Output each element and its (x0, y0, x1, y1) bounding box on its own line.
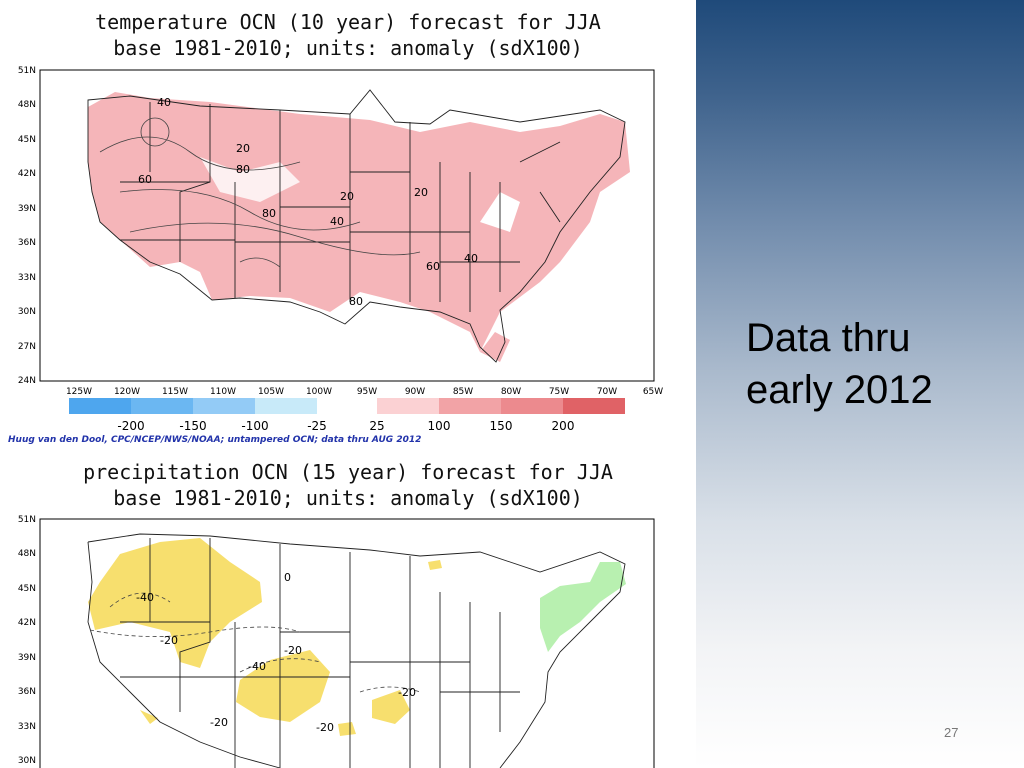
contour-label: 80 (236, 163, 250, 176)
state-borders (87, 89, 626, 363)
contour-label: -40 (136, 591, 154, 604)
contour-label: -20 (210, 716, 228, 729)
lon-label: 115W (162, 387, 188, 397)
lat-label: 48N (18, 549, 36, 559)
legend-label: 25 (369, 419, 384, 433)
legend-label: 150 (490, 419, 513, 433)
lon-label: 85W (453, 387, 473, 397)
contour-label: -20 (284, 644, 302, 657)
lon-label: 80W (501, 387, 521, 397)
lat-label: 27N (18, 342, 36, 352)
caption-line-1: Data thru (746, 316, 911, 360)
contour-label: 80 (349, 295, 363, 308)
contour-label: 0 (284, 571, 291, 584)
lat-label: 24N (18, 376, 36, 386)
lon-label: 105W (258, 387, 284, 397)
temperature-map-title-line2: base 1981-2010; units: anomaly (sdX100) (113, 36, 583, 60)
precip-contour-lines (89, 592, 421, 693)
lat-label: 45N (18, 135, 36, 145)
lon-label: 125W (66, 387, 92, 397)
lat-label: 33N (18, 722, 36, 732)
lon-label: 70W (597, 387, 617, 397)
lat-label: 30N (18, 756, 36, 766)
legend-label: -150 (179, 419, 206, 433)
precipitation-map: 51N 48N 45N 42N 39N 36N 33N 30N -40 -20 … (18, 515, 655, 768)
precip-state-borders (87, 533, 626, 768)
page-number: 27 (944, 725, 959, 740)
lat-label: 42N (18, 618, 36, 628)
precipitation-map-title-line1: precipitation OCN (15 year) forecast for… (83, 460, 613, 484)
legend-label: 200 (552, 419, 575, 433)
legend-labels: -200 -150 -100 -25 25 100 150 200 (117, 419, 574, 433)
contour-label: 20 (340, 190, 354, 203)
precipitation-lat-labels: 51N 48N 45N 42N 39N 36N 33N 30N (18, 515, 36, 766)
lon-label: 75W (549, 387, 569, 397)
contour-label: 60 (426, 260, 440, 273)
legend-label: -25 (307, 419, 327, 433)
wet-anomaly-shading (540, 562, 626, 652)
legend-label: -100 (241, 419, 268, 433)
slide-caption: Data thru early 2012 (746, 312, 933, 416)
contour-lines (99, 117, 421, 268)
temperature-lat-labels: 51N 48N 45N 42N 39N 36N 33N 30N 27N 24N (18, 66, 36, 386)
data-credit: Huug van den Dool, CPC/NCEP/NWS/NOAA; un… (8, 435, 422, 445)
forecast-figure: temperature OCN (10 year) forecast for J… (8, 10, 664, 768)
contour-label: 40 (330, 215, 344, 228)
precipitation-contour-labels: -40 -20 0 -20 -40 -20 -20 -20 (136, 571, 416, 734)
caption-line-2: early 2012 (746, 368, 933, 412)
temperature-lon-labels: 125W 120W 115W 110W 105W 100W 95W 90W 85… (66, 387, 663, 397)
contour-label: -20 (398, 686, 416, 699)
lon-label: 95W (357, 387, 377, 397)
lat-label: 33N (18, 273, 36, 283)
lat-label: 42N (18, 169, 36, 179)
dry-anomaly-shading (88, 538, 442, 736)
lat-label: 36N (18, 687, 36, 697)
lat-label: 30N (18, 307, 36, 317)
temperature-map: 51N 48N 45N 42N 39N 36N 33N 30N 27N 24N … (18, 66, 663, 433)
lon-label: 100W (306, 387, 332, 397)
contour-label: 60 (138, 173, 152, 186)
contour-label: -20 (316, 721, 334, 734)
legend-label: -200 (117, 419, 144, 433)
color-legend (69, 398, 625, 414)
lat-label: 48N (18, 100, 36, 110)
lon-label: 65W (643, 387, 663, 397)
contour-label: 20 (236, 142, 250, 155)
lon-label: 110W (210, 387, 236, 397)
lat-label: 39N (18, 204, 36, 214)
lat-label: 45N (18, 584, 36, 594)
lat-label: 39N (18, 653, 36, 663)
lat-label: 51N (18, 66, 36, 76)
precipitation-map-title-line2: base 1981-2010; units: anomaly (sdX100) (113, 486, 583, 510)
temperature-map-title-line1: temperature OCN (10 year) forecast for J… (95, 10, 601, 34)
lat-label: 51N (18, 515, 36, 525)
contour-label: -20 (160, 634, 178, 647)
contour-label: 40 (157, 96, 171, 109)
contour-label: 20 (414, 186, 428, 199)
contour-label: 40 (464, 252, 478, 265)
contour-label: 80 (262, 207, 276, 220)
temperature-contour-labels: 40 20 60 80 20 20 80 40 60 40 80 (138, 96, 478, 308)
contour-label: -40 (248, 660, 266, 673)
lat-label: 36N (18, 238, 36, 248)
legend-label: 100 (428, 419, 451, 433)
lon-label: 90W (405, 387, 425, 397)
lon-label: 120W (114, 387, 140, 397)
